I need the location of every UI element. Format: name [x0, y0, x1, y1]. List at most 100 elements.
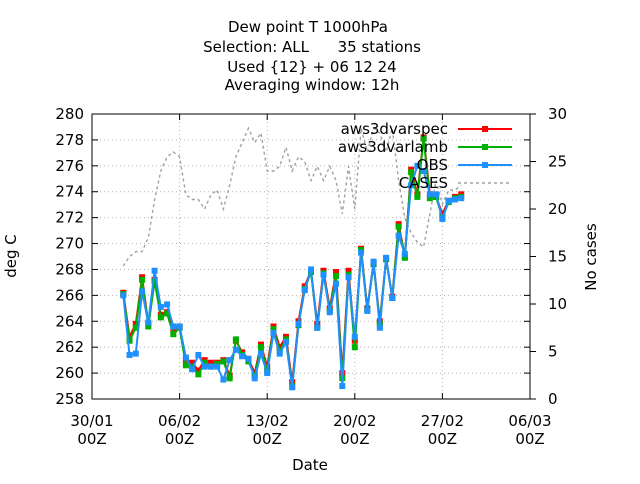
- aws3dvarlamb-point-34: [333, 272, 340, 279]
- obs-point-27: [289, 384, 296, 391]
- obs-point-47: [414, 162, 421, 169]
- obs-point-26: [282, 339, 289, 345]
- obs-point-20: [245, 355, 252, 362]
- right-axis-ticks: 0 5 10 15 20 25 30: [530, 105, 567, 408]
- aws3dvarspec-point-12: [195, 367, 202, 374]
- legend-marker-aws3dvarlamb: [482, 144, 488, 150]
- y2-tick-label: 5: [548, 343, 558, 361]
- aws3dvarlamb-point-44: [395, 223, 402, 230]
- x-tick-label-date: 30/01: [70, 412, 113, 430]
- y-tick-label: 266: [55, 286, 84, 304]
- obs-point-24: [270, 329, 277, 336]
- y-tick-label: 274: [55, 183, 84, 201]
- obs-point-17: [226, 357, 233, 364]
- title-line-1: Dew point T 1000hPa: [228, 18, 388, 36]
- obs-point-48: [420, 168, 427, 174]
- aws3dvarlamb-point-8: [170, 331, 177, 338]
- y-axis-label: deg C: [2, 234, 20, 278]
- aws3dvarlamb-point-24: [270, 326, 277, 333]
- obs-point-25: [276, 350, 283, 357]
- obs-point-29: [301, 287, 308, 294]
- obs-point-11: [189, 366, 196, 373]
- y2-tick-label: 15: [548, 248, 567, 266]
- obs-point-0: [120, 292, 127, 299]
- obs-point-34: [333, 280, 340, 287]
- x-tick-label-hour: 00Z: [515, 430, 544, 448]
- obs-point-12: [195, 351, 202, 358]
- obs-point-35: [339, 383, 346, 390]
- obs-line: [122, 164, 462, 388]
- y-tick-label: 264: [55, 312, 84, 330]
- obs-point-2: [132, 350, 139, 357]
- aws3dvarlamb-point-2: [132, 324, 139, 331]
- aws3dvarlamb-point-48: [420, 135, 427, 142]
- obs-point-10: [182, 354, 189, 361]
- y2-axis-label: No cases: [582, 223, 600, 291]
- obs-point-40: [370, 258, 377, 265]
- legend-label-cases: CASES: [399, 174, 448, 192]
- obs-point-14: [207, 363, 214, 370]
- y-tick-label: 260: [55, 364, 84, 382]
- aws3dvarspec-point-34: [333, 269, 340, 276]
- obs-point-5: [151, 267, 158, 274]
- legend-marker-aws3dvarspec: [482, 126, 488, 132]
- x-tick-label-hour: 00Z: [77, 430, 106, 448]
- legend-marker-obs: [482, 162, 488, 168]
- y-tick-label: 280: [55, 105, 84, 123]
- obs-point-50: [433, 191, 440, 198]
- obs-point-42: [383, 254, 390, 261]
- aws3dvarspec-point-25: [276, 344, 283, 351]
- y2-tick-label: 25: [548, 153, 567, 171]
- aws3dvarlamb-point-1: [126, 337, 133, 344]
- x-tick-label-date: 20/02: [333, 412, 376, 430]
- obs-point-31: [314, 324, 321, 331]
- obs-point-49: [426, 191, 433, 198]
- legend-label-obs: OBS: [417, 156, 448, 174]
- x-tick-label-hour: 00Z: [428, 430, 457, 448]
- obs-point-38: [358, 249, 365, 256]
- y-tick-label: 270: [55, 235, 84, 253]
- legend-label-aws3dvarlamb: aws3dvarlamb: [338, 138, 448, 156]
- obs-point-46: [408, 182, 415, 189]
- obs-point-9: [176, 323, 183, 330]
- obs-point-43: [389, 294, 396, 301]
- y2-tick-label: 30: [548, 105, 567, 123]
- y-tick-label: 258: [55, 390, 84, 408]
- obs-point-21: [251, 375, 258, 382]
- x-tick-label-date: 27/02: [421, 412, 464, 430]
- obs-point-32: [320, 271, 327, 278]
- x-axis-ticks: 30/0100Z06/0200Z13/0200Z20/0200Z27/0200Z…: [70, 114, 552, 448]
- aws3dvarlamb-point-7: [164, 310, 171, 317]
- obs-point-33: [326, 309, 333, 316]
- aws3dvarlamb-point-17: [226, 375, 233, 382]
- plot-frame: [91, 113, 531, 400]
- series-obs: [120, 162, 465, 391]
- aws3dvarlamb-point-22: [257, 344, 264, 351]
- aws3dvarspec-point-11: [189, 359, 196, 366]
- y-tick-label: 278: [55, 131, 84, 149]
- series-cases: [122, 126, 462, 267]
- obs-point-13: [201, 363, 208, 370]
- obs-point-15: [214, 363, 221, 370]
- obs-point-18: [232, 346, 239, 353]
- y-tick-label: 262: [55, 338, 84, 356]
- aws3dvarspec-point-8: [170, 327, 177, 334]
- obs-point-37: [351, 333, 358, 340]
- obs-point-1: [126, 351, 133, 358]
- obs-point-28: [295, 320, 302, 327]
- x-tick-label-date: 06/02: [158, 412, 201, 430]
- left-axis-ticks: 258 260 262 264 266 268 270 272 274 276 278 280: [55, 105, 530, 408]
- x-tick-label-hour: 00Z: [253, 430, 282, 448]
- x-tick-label-date: 06/03: [508, 412, 551, 430]
- obs-point-7: [164, 301, 171, 308]
- aws3dvarspec-point-14: [207, 359, 214, 366]
- x-tick-label-hour: 00Z: [165, 430, 194, 448]
- obs-point-41: [376, 324, 383, 331]
- obs-point-8: [170, 323, 177, 330]
- aws3dvarlamb-point-3: [139, 276, 146, 283]
- y2-tick-label: 10: [548, 295, 567, 313]
- chart-title: Dew point T 1000hPa Selection: ALL 35 st…: [203, 18, 421, 94]
- obs-point-30: [308, 266, 314, 273]
